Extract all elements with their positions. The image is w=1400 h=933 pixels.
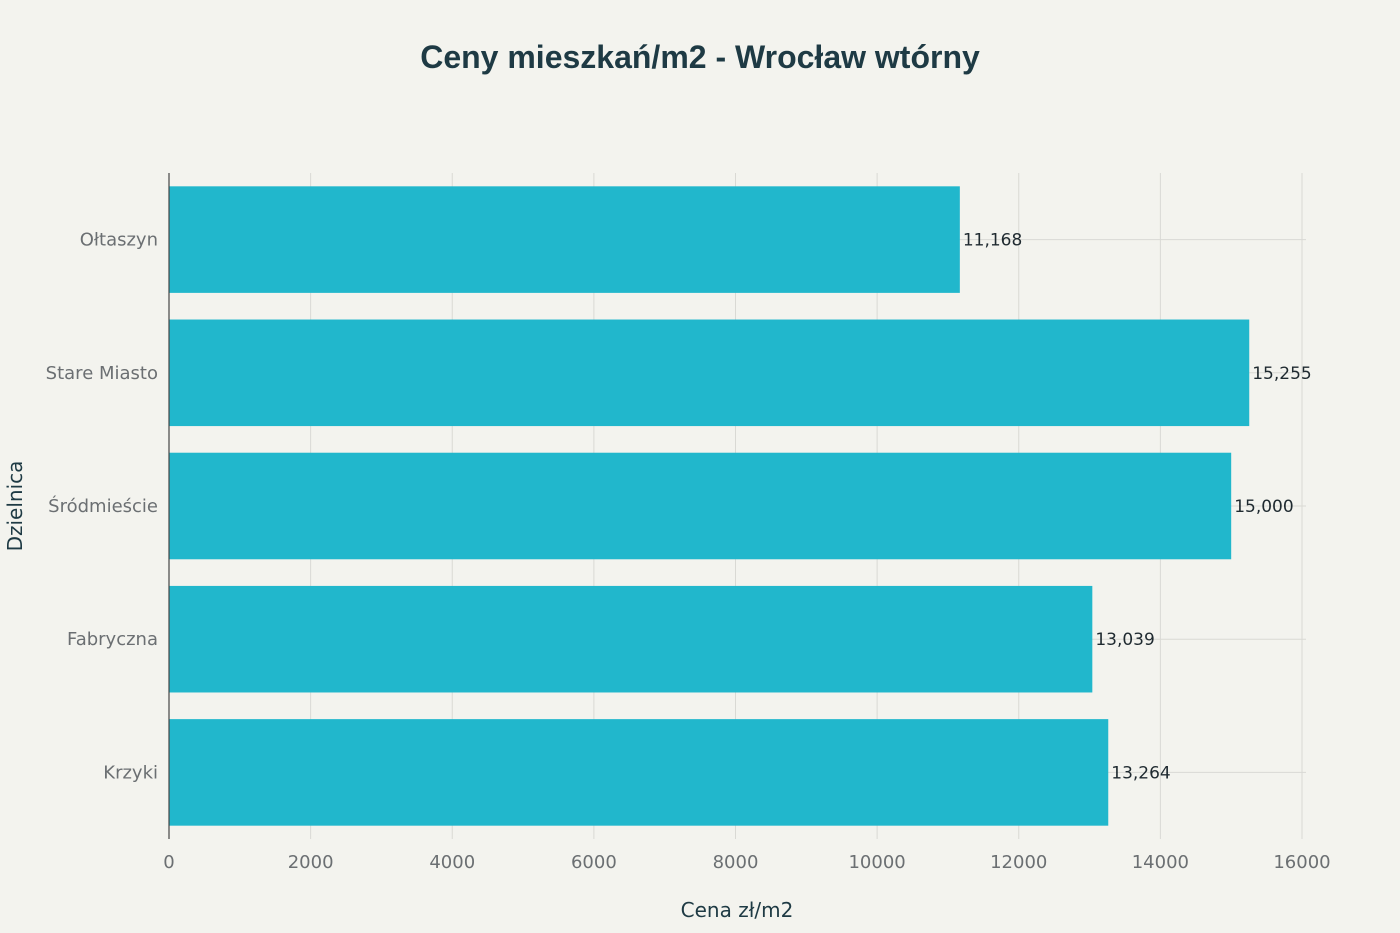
bar [169,719,1109,826]
bar [169,585,1093,693]
bar [169,452,1232,560]
y-axis-title: Dzielnica [3,461,27,552]
y-tick-label: Krzyki [103,762,158,783]
y-tick-label: Fabryczna [67,629,158,650]
x-tick-label: 10000 [848,852,905,873]
data-label: 13,039 [1095,630,1154,650]
x-tick-label: 12000 [990,852,1047,873]
y-tick-label: Stare Miasto [46,363,158,384]
x-axis-title: Cena zł/m2 [681,898,794,922]
x-tick-label: 0 [163,852,174,873]
bar [169,319,1250,427]
x-tick-label: 8000 [713,852,759,873]
x-tick-label: 2000 [288,852,334,873]
x-tick-label: 6000 [571,852,617,873]
labels: 0 2000 4000 6000 8000 10000 12000 14000 16000 Ołt… [46,230,1331,873]
data-label: 13,264 [1111,763,1170,783]
bars [169,186,1250,826]
data-label: 15,255 [1252,364,1311,384]
x-tick-label: 14000 [1132,852,1189,873]
data-label: 11,168 [963,231,1022,251]
y-tick-label: Ołtaszyn [80,230,158,251]
x-tick-label: 16000 [1273,852,1330,873]
bar [169,186,960,293]
data-label: 15,000 [1234,497,1293,517]
x-tick-label: 4000 [429,852,475,873]
chart-title: Ceny mieszkań/m2 - Wrocław wtórny [420,39,980,75]
y-tick-label: Śródmieście [48,495,158,517]
